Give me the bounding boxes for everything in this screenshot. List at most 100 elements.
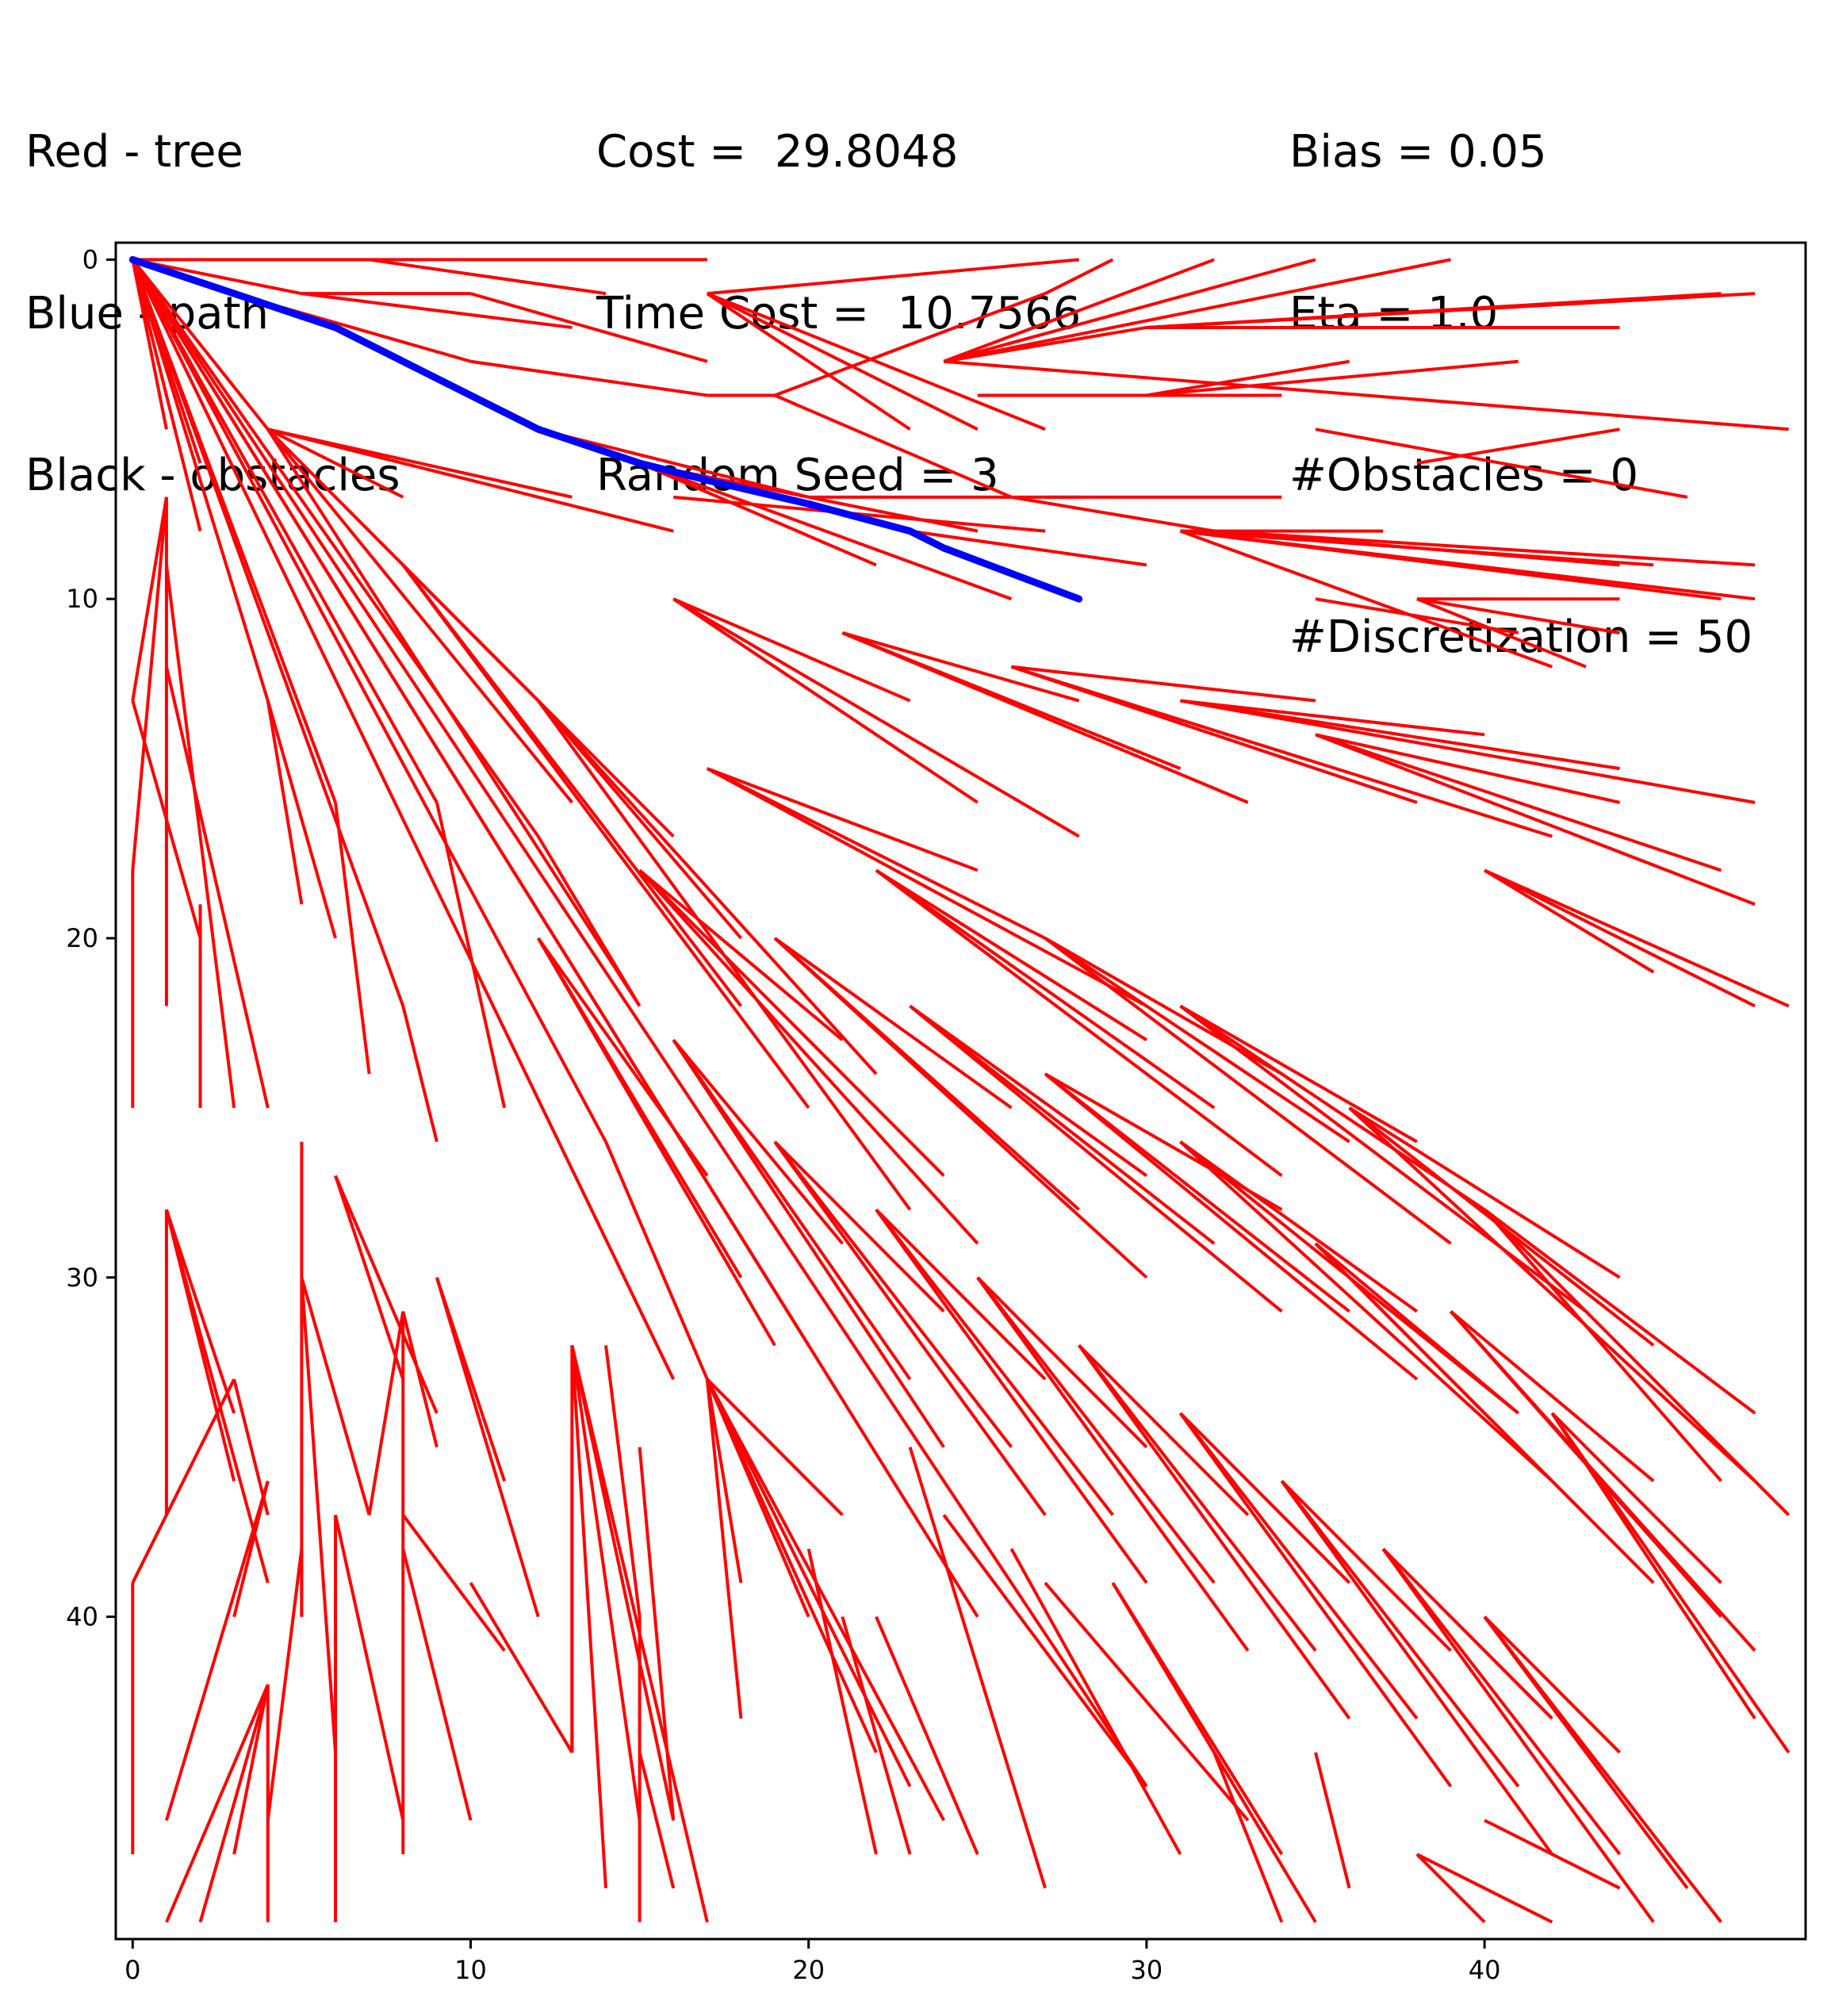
tree-edge	[1450, 1310, 1756, 1652]
tree-edge	[266, 700, 304, 905]
y-tick-label: 40	[66, 1602, 98, 1632]
tree-edge	[1212, 1751, 1284, 1923]
tree-edge	[908, 1447, 1047, 1889]
tree-edge	[132, 258, 302, 296]
tree-edge	[537, 937, 709, 1177]
tree-edge	[773, 1140, 1013, 1448]
tree-edge	[1483, 1208, 1756, 1415]
tree-edge	[1011, 665, 1316, 703]
tree-edge	[706, 1378, 945, 1822]
tree-edge	[1180, 699, 1485, 737]
tree-edge	[773, 937, 1148, 1279]
tree-edge	[1280, 1480, 1520, 1788]
tree-edge	[943, 258, 1316, 363]
tree-edge	[1450, 1310, 1655, 1483]
tree-edge	[773, 1140, 945, 1313]
tree-edge	[165, 1480, 270, 1821]
tree-edge	[232, 1378, 270, 1516]
tree-edge	[672, 597, 1080, 838]
path-layer	[128, 255, 1083, 603]
tree-edge	[976, 1276, 1216, 1585]
tree-edge	[1483, 1208, 1791, 1516]
tree-edge	[1214, 529, 1756, 567]
y-tick-label: 30	[66, 1263, 98, 1293]
tree-edge	[774, 292, 1046, 397]
tree-edge	[1180, 699, 1620, 771]
tree-edge	[1146, 359, 1350, 397]
tree-edge	[1179, 1412, 1351, 1585]
bias-label: Bias = 0.05	[1289, 126, 1547, 178]
tree-edge	[976, 1276, 1250, 1652]
tree-edge	[131, 259, 607, 1143]
tree-edge	[131, 259, 270, 431]
tree-edge	[944, 359, 1789, 431]
tree-edge	[774, 393, 1013, 499]
tree-edge	[1381, 1547, 1655, 1923]
tree-edge	[1009, 1548, 1182, 1856]
tree-edge	[706, 1378, 878, 1753]
tree-edge	[570, 1345, 642, 1821]
tree-edge	[131, 259, 1148, 1788]
tree-edge	[570, 1344, 676, 1821]
tree-edge	[570, 1345, 607, 1888]
tree-edge	[909, 1004, 1148, 1178]
tree-edge	[875, 1615, 979, 1855]
tree-edge	[1416, 597, 1620, 634]
tree-layer	[131, 258, 1791, 1924]
tree-edge	[131, 259, 676, 1380]
tree-edge	[1011, 495, 1215, 533]
tree-edge	[1550, 1412, 1791, 1753]
tree-edge	[672, 597, 979, 804]
tree-edge	[334, 802, 371, 1075]
tree-edge	[401, 1311, 439, 1448]
tree-edge	[706, 292, 979, 431]
tree-edge	[1415, 1853, 1553, 1924]
tree-edge	[367, 1311, 405, 1516]
plot-frame	[114, 241, 1807, 1941]
tree-edge	[1484, 868, 1790, 1008]
tree-edge	[266, 699, 337, 939]
solution-path	[128, 255, 1083, 603]
tree-edge	[1314, 1242, 1655, 1585]
tree-edge	[1315, 427, 1688, 499]
tree-edge	[232, 1684, 270, 1855]
tree-edge	[1315, 597, 1519, 634]
tree-edge	[943, 325, 1147, 363]
tree-edge	[469, 292, 708, 363]
tree-edge	[1314, 1242, 1520, 1415]
tree-edge	[131, 1378, 236, 1584]
tree-edge	[266, 428, 573, 804]
tree-edge	[1146, 359, 1519, 397]
tree-edge	[1315, 733, 1722, 872]
tree-edge	[672, 597, 911, 703]
obstacles-count-label: #Obstacles = 0	[1289, 450, 1639, 501]
tree-edge	[604, 1140, 709, 1380]
tree-edge	[705, 1378, 743, 1719]
tree-edge	[435, 1277, 540, 1618]
tree-edge	[909, 1005, 1283, 1313]
tree-edge	[1484, 868, 1655, 974]
tree-edge	[706, 767, 1046, 940]
tree-edge	[773, 937, 1013, 1110]
legend-tree-label: Red - tree	[25, 126, 243, 178]
tree-edge	[1381, 1547, 1622, 1856]
tree-edge	[300, 1277, 371, 1516]
tree-edge	[470, 359, 708, 397]
tree-edge	[1146, 292, 1756, 329]
tree-edge	[943, 258, 1451, 363]
discretization-label: #Discretization = 50	[1289, 611, 1753, 663]
tree-edge	[267, 427, 573, 499]
tree-edge	[1078, 1343, 1250, 1516]
tree-edge	[164, 565, 236, 1109]
tree-edge	[672, 1039, 945, 1448]
tree-edge	[1179, 1140, 1553, 1482]
tree-edge	[638, 869, 979, 1245]
tree-edge	[706, 1378, 912, 1788]
tree-edge	[1314, 1752, 1351, 1889]
tree-edge	[875, 868, 1147, 1042]
tree-edge	[334, 1175, 439, 1414]
tree-edge	[131, 496, 168, 701]
tree-edge	[707, 767, 979, 872]
x-tick-label: 10	[454, 1955, 487, 1985]
tree-edge	[1280, 1480, 1452, 1652]
